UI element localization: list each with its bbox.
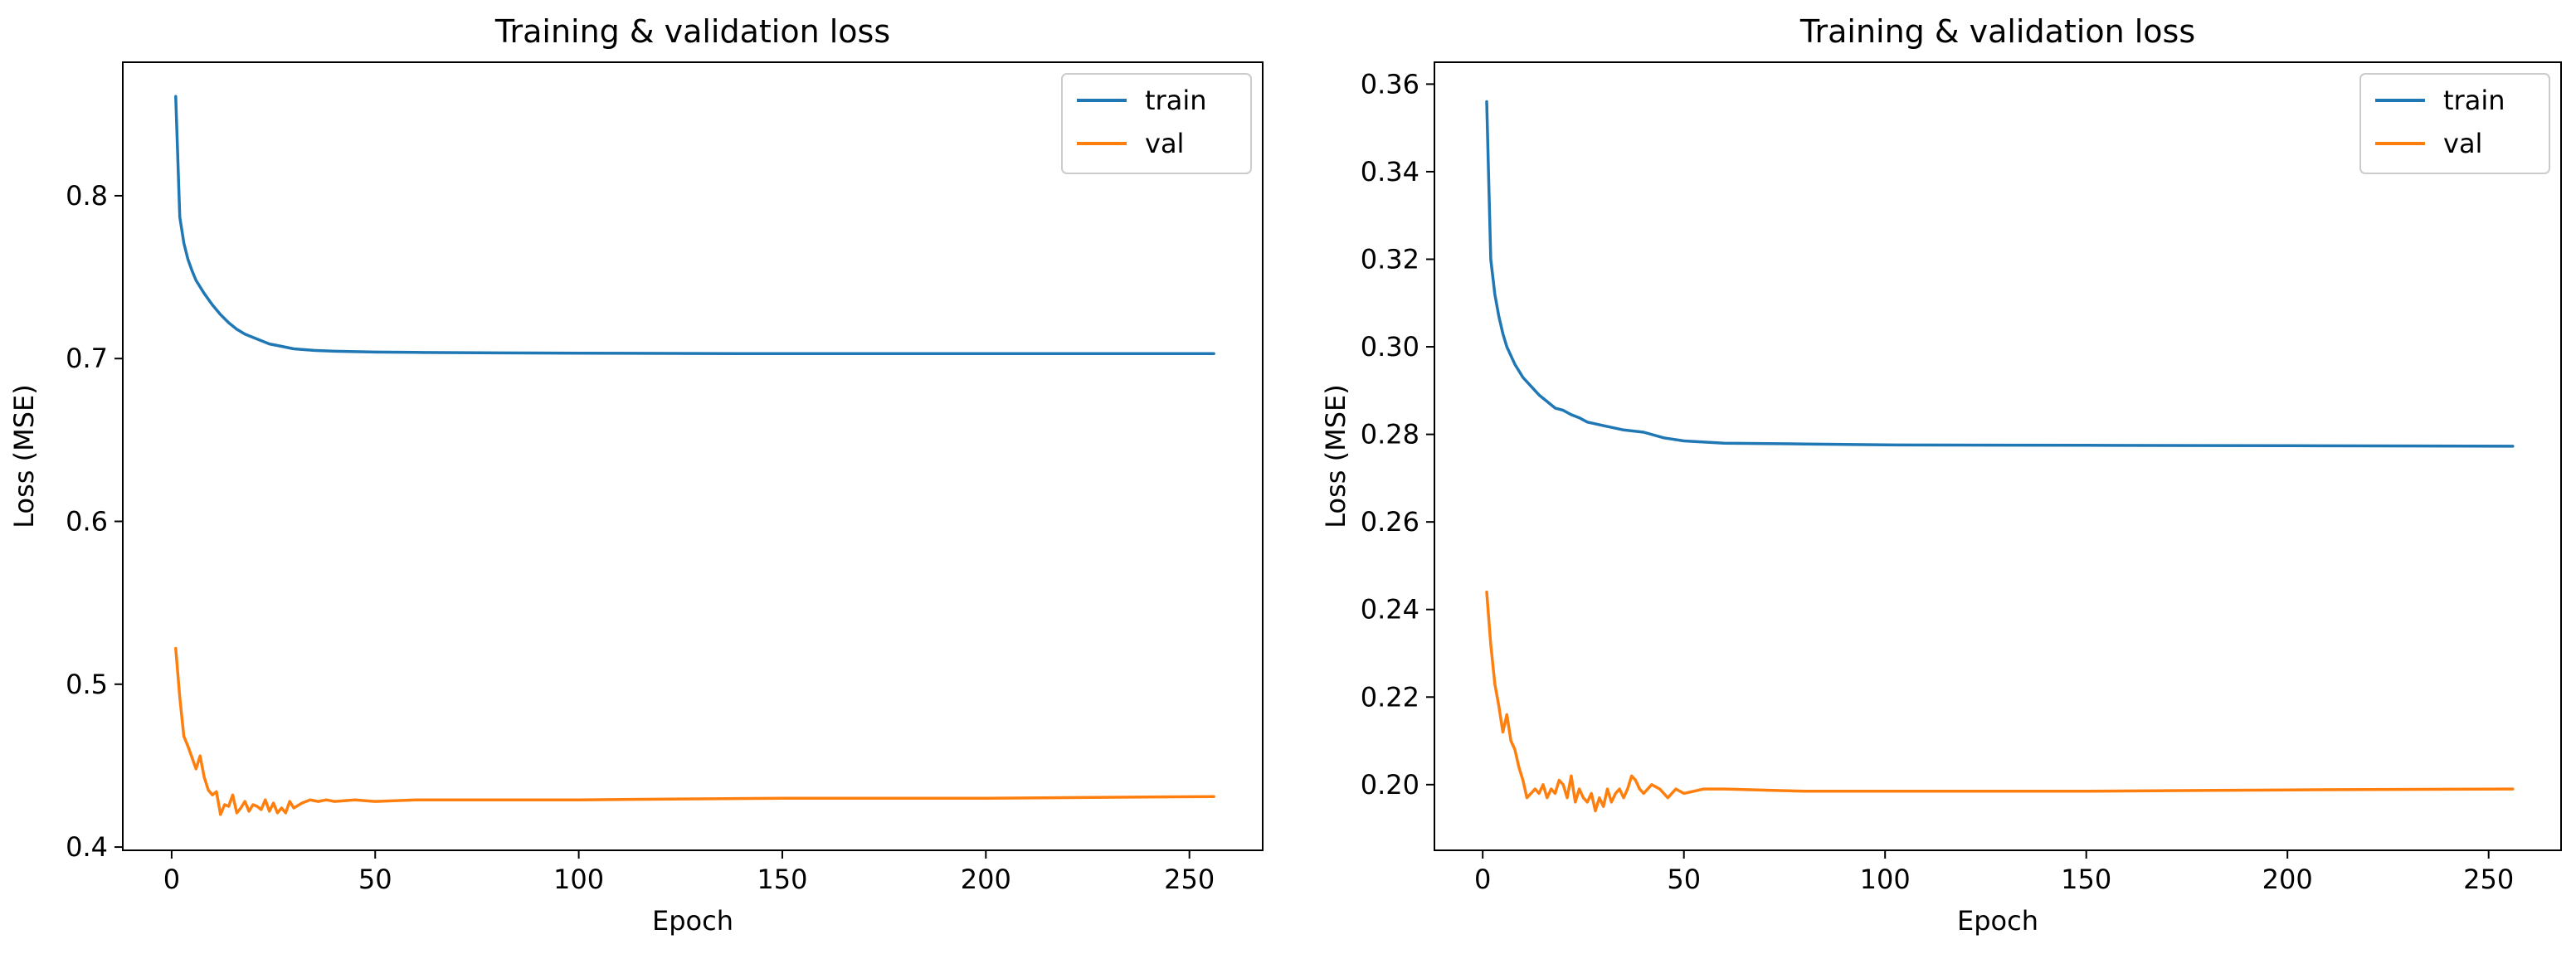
x-tick-label: 250	[1164, 864, 1215, 895]
y-axis-label: Loss (MSE)	[8, 384, 40, 528]
y-tick-label: 0.24	[1361, 594, 1419, 625]
y-tick-label: 0.36	[1361, 68, 1419, 100]
y-tick-label: 0.28	[1361, 419, 1419, 450]
y-tick-label: 0.5	[66, 669, 108, 700]
y-tick-label: 0.34	[1361, 156, 1419, 187]
x-tick-label: 150	[2061, 864, 2111, 895]
chart-title: Training & validation loss	[1799, 13, 2195, 50]
axes-frame	[1434, 61, 2562, 851]
legend-label-train: train	[1145, 85, 1206, 116]
x-tick-label: 50	[358, 864, 392, 895]
legend-label-val: val	[1145, 128, 1184, 159]
series-line-train	[174, 95, 1215, 356]
series-line-val	[174, 646, 1215, 816]
y-tick-label: 0.30	[1361, 331, 1419, 363]
y-tick-label: 0.6	[66, 506, 108, 538]
legend-label-val: val	[2443, 128, 2482, 159]
chart-title: Training & validation loss	[494, 13, 890, 50]
x-tick-label: 50	[1667, 864, 1701, 895]
chart-panel-1: 0 50 100 150 200 250 0.4 0.5 0.6 0.7 0.8 Training &…	[8, 13, 1264, 937]
y-tick-label: 0.4	[66, 831, 108, 863]
legend: train val	[1061, 73, 1252, 174]
x-tick-label: 0	[163, 864, 180, 895]
y-tick-label: 0.22	[1361, 681, 1419, 713]
x-tick-label: 200	[961, 864, 1011, 895]
chart-panel-2: 0 50 100 150 200 250 0.20 0.22 0.24 0.26 0.28 0.30 0…	[1320, 13, 2562, 937]
x-axis-label: Epoch	[1957, 905, 2038, 937]
legend-label-train: train	[2443, 85, 2505, 116]
x-tick-label: 100	[553, 864, 604, 895]
y-tick-label: 0.8	[66, 180, 108, 212]
y-tick-label: 0.7	[66, 343, 108, 374]
x-axis-label: Epoch	[652, 905, 733, 937]
x-tick-label: 150	[757, 864, 807, 895]
legend: train val	[2359, 73, 2550, 174]
x-tick-label: 200	[2262, 864, 2313, 895]
x-tick-label: 250	[2463, 864, 2514, 895]
axes-frame	[122, 61, 1264, 851]
series-line-train	[1485, 100, 2515, 448]
y-tick-label: 0.26	[1361, 506, 1419, 538]
y-tick-label: 0.20	[1361, 769, 1419, 801]
y-tick-label: 0.32	[1361, 244, 1419, 275]
x-tick-label: 0	[1474, 864, 1491, 895]
x-tick-label: 100	[1860, 864, 1911, 895]
series-line-val	[1485, 590, 2515, 813]
y-axis-label: Loss (MSE)	[1320, 384, 1351, 528]
